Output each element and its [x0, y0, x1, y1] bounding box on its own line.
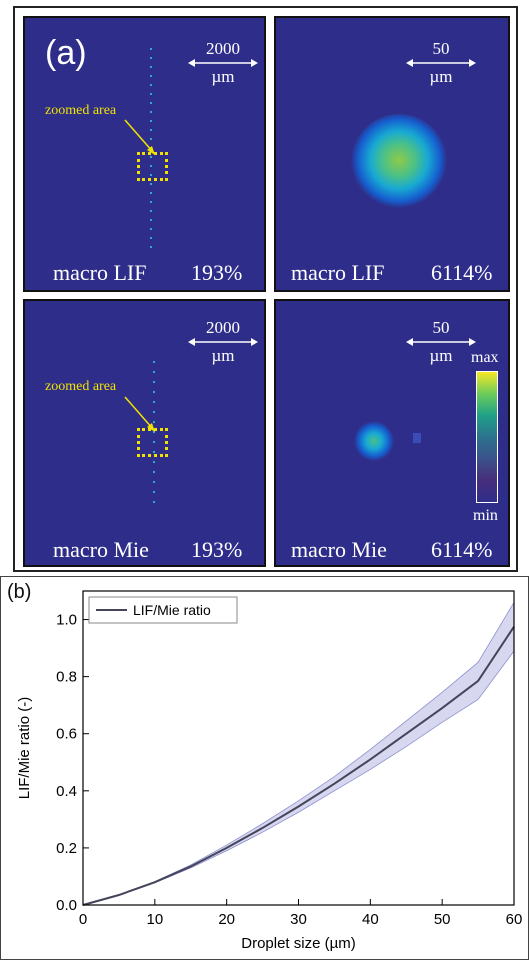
panel-percent: 193%: [191, 537, 243, 562]
y-tick-label: 0.4: [56, 783, 77, 800]
panel-macro-mie-zoom: 50 µm max min macro Mie 6114%: [274, 299, 510, 567]
zoomed-area-label: zoomed area: [45, 103, 117, 118]
zoomed-area-label: zoomed area: [45, 379, 117, 394]
panel-percent: 6114%: [431, 260, 493, 285]
droplet-dot: [153, 491, 155, 493]
scale-value: 2000: [206, 318, 240, 337]
scale-value: 50: [432, 318, 450, 337]
scale-value: 2000: [206, 39, 240, 58]
figure-b: (b) 0 10 20 30 40 50 60 0.0 0.2 0.4 0.6 0.8 1.0 Dropl…: [0, 576, 529, 960]
droplet-dot: [153, 421, 155, 423]
x-tick-label: 30: [290, 911, 307, 928]
y-tick-label: 0.8: [56, 669, 77, 686]
panel-percent: 6114%: [431, 537, 493, 562]
droplet-dot: [153, 431, 155, 433]
droplet-dot: [150, 48, 152, 50]
scale-bar: 2000 µm: [188, 319, 258, 365]
droplet-dot: [153, 501, 155, 503]
colorbar-min-label: min: [473, 507, 498, 524]
droplet-lif-image: [351, 114, 447, 210]
scale-bar: 50 µm: [406, 40, 476, 86]
droplet-dot: [150, 156, 152, 158]
droplet-dot: [150, 111, 152, 113]
x-tick-label: 50: [434, 911, 451, 928]
zoom-box: [137, 152, 168, 181]
uncertainty-band: [82, 600, 515, 906]
droplet-dot: [150, 75, 152, 77]
series-line: [82, 626, 515, 906]
droplet-dot: [150, 120, 152, 122]
panel-percent: 193%: [191, 260, 243, 285]
droplet-dot: [150, 183, 152, 185]
panel-macro-lif-overview: (a) 2000 µm zoomed area macro LIF 193%: [23, 16, 266, 292]
panel-label-b: (b): [7, 581, 32, 603]
droplet-dot: [153, 451, 155, 453]
droplet-dot: [150, 129, 152, 131]
figure-a: (a) 2000 µm zoomed area macro LIF 193% 5…: [13, 6, 518, 572]
panel-label-text: macro Mie: [291, 537, 387, 562]
droplet-dot: [150, 84, 152, 86]
y-tick-label: 0.2: [56, 840, 77, 857]
double-arrow-icon: [406, 338, 476, 346]
droplet-dot: [150, 102, 152, 104]
droplet-dot: [150, 210, 152, 212]
droplet-dot: [153, 461, 155, 463]
droplet-dot: [153, 471, 155, 473]
panel-macro-lif-zoom: 50 µm macro LIF 6114%: [274, 16, 510, 292]
droplet-dot: [150, 201, 152, 203]
y-tick-label: 1.0: [56, 612, 77, 629]
droplet-dot: [153, 391, 155, 393]
y-tick-label: 0.6: [56, 726, 77, 743]
panel-macro-mie-overview: 2000 µm zoomed area macro Mie 193%: [23, 299, 266, 567]
droplet-dot: [153, 481, 155, 483]
panel-label-text: macro LIF: [53, 260, 147, 285]
scale-bar: 2000 µm: [188, 40, 258, 86]
x-axis-label: Droplet size (µm): [241, 935, 356, 952]
droplet-dot: [150, 192, 152, 194]
scale-unit: µm: [429, 67, 453, 86]
double-arrow-icon: [188, 338, 258, 346]
droplet-dot: [153, 361, 155, 363]
scale-unit: µm: [211, 67, 235, 86]
double-arrow-icon: [188, 59, 258, 67]
x-tick-label: 10: [146, 911, 163, 928]
scale-value: 50: [432, 39, 450, 58]
colorbar-max-label: max: [471, 349, 499, 366]
secondary-speck: [413, 433, 421, 443]
droplet-dot: [150, 138, 152, 140]
scale-bar: 50 µm: [406, 319, 476, 365]
droplet-dot: [153, 411, 155, 413]
double-arrow-icon: [406, 59, 476, 67]
zoom-box: [137, 428, 168, 457]
droplet-dot: [150, 66, 152, 68]
panel-label-a: (a): [45, 34, 87, 72]
plot-frame: [82, 590, 515, 906]
lif-mie-ratio-chart: 0 10 20 30 40 50 60 0.0 0.2 0.4 0.6 0.8 1.0 Droplet s…: [16, 590, 523, 952]
droplet-dot: [153, 441, 155, 443]
droplet-dot: [150, 219, 152, 221]
droplet-dot: [150, 246, 152, 248]
x-tick-label: 0: [79, 911, 87, 928]
panel-label-text: macro Mie: [53, 537, 149, 562]
droplet-dot: [150, 174, 152, 176]
y-tick-label: 0.0: [56, 897, 77, 914]
colorbar: [476, 371, 498, 503]
droplet-dot: [150, 57, 152, 59]
droplet-dot: [153, 381, 155, 383]
scale-unit: µm: [429, 346, 453, 365]
y-axis-label: LIF/Mie ratio (-): [16, 697, 33, 800]
legend-label: LIF/Mie ratio: [133, 602, 211, 618]
droplet-dot: [153, 401, 155, 403]
droplet-dot: [150, 93, 152, 95]
droplet-dot: [150, 237, 152, 239]
x-tick-label: 20: [218, 911, 235, 928]
panel-label-text: macro LIF: [291, 260, 385, 285]
droplet-dot: [150, 165, 152, 167]
droplet-dot: [153, 371, 155, 373]
scale-unit: µm: [211, 346, 235, 365]
x-tick-label: 40: [362, 911, 379, 928]
x-tick-label: 60: [506, 911, 523, 928]
droplet-dot: [150, 228, 152, 230]
droplet-mie-image: [354, 421, 394, 461]
